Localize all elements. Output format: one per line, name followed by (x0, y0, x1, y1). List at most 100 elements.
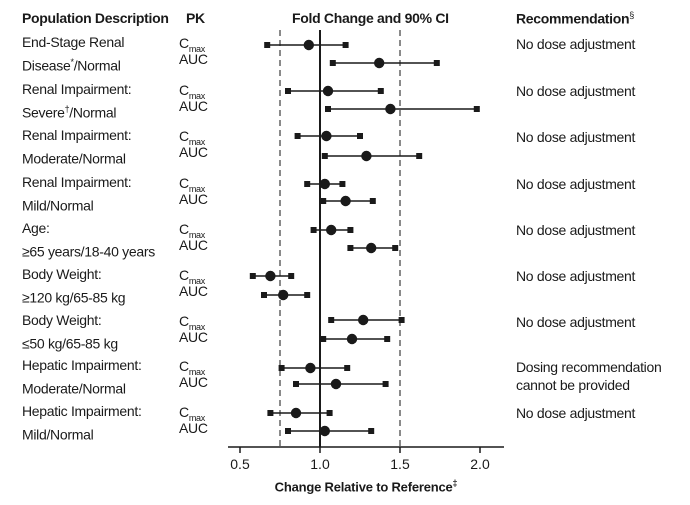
pk-cmax-base: C (179, 358, 189, 374)
population-line1: Age: (22, 220, 50, 236)
x-axis-label-text: Change Relative to Reference (274, 479, 453, 495)
auc-point-estimate (361, 150, 372, 162)
population-label: Hepatic Impairment: Mild/Normal (22, 401, 187, 445)
pk-auc-label: AUC (179, 420, 208, 436)
x-tick-label: 1.5 (390, 456, 410, 472)
cmax-point-estimate (290, 407, 302, 419)
auc-ci-lower-cap (329, 60, 336, 66)
pk-cmax-sub: max (188, 229, 205, 240)
population-line2: Moderate/Normal (22, 380, 126, 397)
fold-change-header: Fold Change and 90% CI (292, 10, 449, 26)
recommendation-text: No dose adjustment (516, 176, 636, 192)
pk-cmax-base: C (179, 267, 189, 283)
pk-cmax-label: Cmax (179, 313, 208, 332)
pk-cmax-sub: max (188, 275, 205, 286)
auc-point-estimate (366, 242, 377, 254)
pk-auc-label: AUC (179, 191, 208, 207)
cmax-point-estimate (322, 85, 334, 97)
pk-cmax-sub: max (188, 183, 205, 194)
population-line1: Hepatic Impairment: (22, 357, 142, 373)
auc-ci-upper-cap (369, 198, 376, 204)
x-axis-label-mark: ‡ (452, 478, 458, 488)
pk-cmax-base: C (179, 82, 189, 98)
auc-point-estimate (330, 378, 342, 390)
cmax-point-estimate (358, 314, 369, 326)
cmax-point-estimate (305, 362, 316, 374)
pk-labels: Cmax AUC (179, 267, 208, 299)
cmax-ci-lower-cap (285, 88, 291, 94)
pk-auc-label: AUC (179, 283, 208, 299)
auc-ci-lower-cap (285, 428, 291, 434)
pk-cmax-sub: max (188, 321, 205, 332)
recommendation-text: No dose adjustment (516, 314, 636, 330)
population-line1: Body Weight: (22, 312, 102, 328)
recommendation-text: No dose adjustment (516, 36, 636, 52)
population-line2-tail: /Normal (73, 57, 121, 74)
auc-ci-lower-cap (325, 106, 331, 112)
cmax-point-estimate (303, 39, 314, 51)
x-tick-label: 0.5 (230, 456, 250, 472)
pk-cmax-sub: max (188, 43, 205, 54)
pk-labels: Cmax AUC (179, 313, 208, 345)
cmax-ci-lower-cap (294, 133, 301, 139)
cmax-point-estimate (326, 224, 337, 236)
cmax-ci-upper-cap (326, 410, 333, 416)
auc-ci-upper-cap (433, 60, 440, 66)
pk-cmax-label: Cmax (179, 267, 208, 286)
recommendation-header: Recommendation§ (516, 10, 634, 27)
population-label: Renal Impairment: Severe†/Normal (22, 79, 187, 123)
cmax-ci-upper-cap (398, 317, 405, 323)
population-line1: Renal Impairment: (22, 81, 132, 97)
cmax-ci-upper-cap (347, 227, 354, 233)
population-line2: Mild/Normal (22, 197, 94, 214)
cmax-ci-upper-cap (288, 273, 295, 279)
population-label: Renal Impairment: Moderate/Normal (22, 125, 187, 169)
population-footnote-mark: † (64, 104, 70, 114)
population-line1: Renal Impairment: (22, 127, 132, 143)
x-tick-label: 1.0 (310, 456, 330, 472)
pk-cmax-base: C (179, 221, 189, 237)
population-line2: ≤50 kg/65-85 kg (22, 335, 118, 352)
population-line1: Hepatic Impairment: (22, 403, 142, 419)
cmax-ci-upper-cap (339, 181, 346, 187)
auc-point-estimate (319, 425, 330, 437)
pk-cmax-label: Cmax (179, 128, 208, 147)
recommendation-footnote-mark: § (629, 10, 634, 20)
pk-cmax-label: Cmax (179, 358, 208, 377)
auc-ci-upper-cap (473, 106, 480, 112)
pk-labels: Cmax AUC (179, 404, 208, 436)
pk-cmax-label: Cmax (179, 82, 208, 101)
pk-labels: Cmax AUC (179, 175, 208, 207)
cmax-ci-upper-cap (357, 133, 363, 139)
population-label: Body Weight: ≤50 kg/65-85 kg (22, 310, 187, 354)
cmax-ci-upper-cap (377, 88, 384, 94)
recommendation-text: No dose adjustment (516, 268, 636, 284)
cmax-ci-lower-cap (264, 42, 271, 48)
auc-point-estimate (374, 57, 385, 69)
pk-cmax-sub: max (188, 412, 205, 423)
auc-ci-upper-cap (382, 381, 389, 387)
cmax-ci-lower-cap (278, 365, 285, 371)
pk-cmax-label: Cmax (179, 35, 208, 54)
auc-ci-lower-cap (320, 336, 327, 342)
auc-ci-lower-cap (261, 292, 267, 298)
cmax-ci-lower-cap (267, 410, 274, 416)
cmax-ci-lower-cap (304, 181, 311, 187)
auc-ci-upper-cap (416, 153, 423, 159)
x-tick-label: 2.0 (470, 456, 490, 472)
pk-labels: Cmax AUC (179, 358, 208, 390)
population-line2: Moderate/Normal (22, 150, 126, 167)
population-footnote-mark: * (70, 57, 74, 67)
recommendation-text: No dose adjustment (516, 83, 636, 99)
population-line2: ≥120 kg/65-85 kg (22, 289, 126, 306)
auc-ci-lower-cap (293, 381, 299, 387)
auc-ci-lower-cap (347, 245, 354, 251)
pk-labels: Cmax AUC (179, 35, 208, 67)
pk-cmax-base: C (179, 35, 189, 51)
auc-point-estimate (278, 289, 289, 301)
auc-point-estimate (385, 103, 396, 115)
recommendation-text: Dosing recommendation cannot be provided (516, 359, 662, 393)
pk-cmax-sub: max (188, 366, 205, 377)
cmax-point-estimate (321, 130, 332, 142)
